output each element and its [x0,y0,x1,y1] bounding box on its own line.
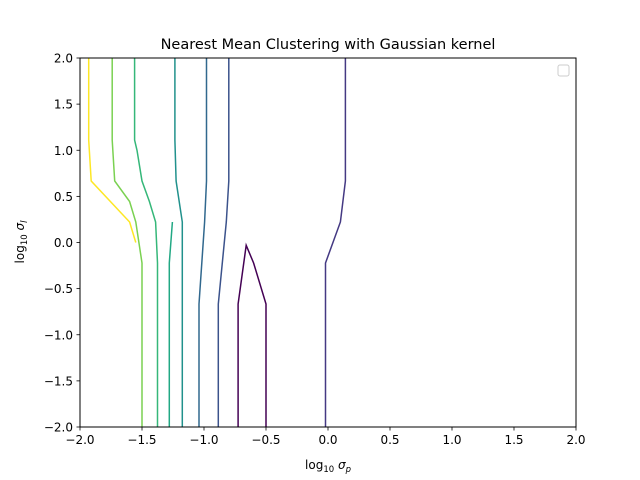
contour-line-5 [174,58,184,427]
x-axis-label-prefix: log [305,458,323,472]
y-tick-label: −1.5 [44,374,73,388]
contour-line-8 [111,58,143,427]
contour-line-3 [217,58,230,427]
y-axis-label-symbol-sub: l [20,220,30,223]
x-tick-label: −0.5 [251,433,280,447]
x-tick-label: 1.5 [504,433,523,447]
x-tick-label: −2.0 [65,433,94,447]
y-axis-label-sub: 10 [20,234,30,245]
y-axis-ticks: −2.0 −1.5 −1.0 −0.5 0.0 0.5 1.0 1.5 2.0 [44,52,80,435]
x-axis-label-symbol: σ [338,458,346,472]
x-tick-label: −1.0 [189,433,218,447]
y-tick-label: −0.5 [44,282,73,296]
x-axis-label-sub: 10 [323,465,334,475]
contour-line-7 [133,58,159,427]
contour-lines [87,58,347,427]
y-tick-label: 0.5 [54,190,73,204]
y-axis-label-symbol: σ [13,223,27,231]
x-tick-label: 1.0 [442,433,461,447]
y-tick-label: −2.0 [44,421,73,435]
x-axis-ticks: −2.0 −1.5 −1.0 −0.5 0.0 0.5 1.0 1.5 2.0 [65,427,586,447]
x-tick-label: 0.5 [380,433,399,447]
contour-line-9 [87,58,137,243]
y-tick-label: −1.0 [44,328,73,342]
y-tick-label: 1.5 [54,98,73,112]
contour-line-6 [168,221,174,427]
legend-box [557,64,570,77]
contour-line-4 [198,58,208,427]
x-axis-label: log10 σp [305,458,351,475]
y-axis-label-prefix: log [13,245,27,263]
y-tick-label: 2.0 [54,52,73,66]
x-tick-label: 2.0 [566,433,585,447]
chart-title: Nearest Mean Clustering with Gaussian ke… [161,37,496,53]
contour-line-1 [237,242,267,427]
y-axis-label: log10 σl [13,220,30,264]
y-tick-label: 1.0 [54,144,73,158]
x-axis-label-symbol-sub: p [345,465,351,475]
x-tick-label: −1.5 [127,433,156,447]
contour-line-2 [324,58,347,427]
x-tick-label: 0.0 [318,433,337,447]
y-tick-label: 0.0 [54,236,73,250]
